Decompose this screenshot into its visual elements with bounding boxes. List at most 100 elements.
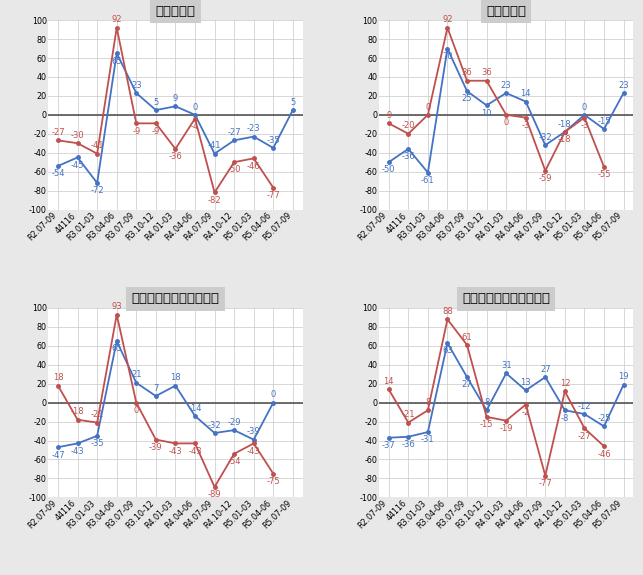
Text: 23: 23 — [619, 81, 629, 90]
Text: -77: -77 — [266, 191, 280, 200]
Text: 14: 14 — [383, 377, 394, 386]
Text: 18: 18 — [170, 373, 181, 382]
Text: 65: 65 — [111, 56, 122, 66]
Text: 13: 13 — [520, 378, 531, 387]
Text: -21: -21 — [91, 410, 104, 419]
Text: 31: 31 — [501, 361, 511, 370]
Text: -27: -27 — [51, 128, 65, 137]
Text: -4: -4 — [191, 122, 199, 131]
Text: 12: 12 — [559, 379, 570, 388]
Text: -75: -75 — [266, 477, 280, 486]
Text: 23: 23 — [501, 81, 511, 90]
Title: 総受注金額: 総受注金額 — [486, 5, 526, 18]
Text: -54: -54 — [228, 457, 241, 466]
Text: -39: -39 — [247, 427, 260, 436]
Text: -46: -46 — [247, 162, 260, 171]
Text: -20: -20 — [402, 121, 415, 131]
Text: -29: -29 — [228, 418, 241, 427]
Text: -35: -35 — [90, 439, 104, 448]
Text: 7: 7 — [153, 384, 159, 393]
Text: -30: -30 — [71, 131, 84, 140]
Text: -36: -36 — [401, 152, 415, 161]
Text: 88: 88 — [442, 307, 453, 316]
Text: 5: 5 — [153, 98, 158, 107]
Text: 70: 70 — [442, 52, 453, 61]
Text: -47: -47 — [51, 450, 65, 459]
Text: -59: -59 — [539, 174, 552, 183]
Text: -72: -72 — [90, 186, 104, 196]
Text: -18: -18 — [558, 120, 572, 129]
Text: -35: -35 — [266, 136, 280, 145]
Text: -31: -31 — [421, 435, 435, 444]
Text: -15: -15 — [597, 117, 611, 126]
Text: -27: -27 — [577, 432, 592, 440]
Text: -37: -37 — [382, 441, 395, 450]
Text: -19: -19 — [500, 424, 513, 433]
Text: 63: 63 — [442, 346, 453, 355]
Text: -46: -46 — [597, 450, 611, 458]
Text: 19: 19 — [619, 373, 629, 381]
Title: 総受注戸数: 総受注戸数 — [156, 5, 195, 18]
Text: 0: 0 — [192, 102, 197, 112]
Text: 10: 10 — [482, 109, 492, 118]
Text: 9: 9 — [173, 94, 178, 103]
Text: 0: 0 — [134, 406, 139, 415]
Text: 0: 0 — [503, 118, 509, 127]
Text: -23: -23 — [247, 124, 260, 133]
Text: -43: -43 — [247, 447, 260, 456]
Text: -2: -2 — [521, 408, 530, 417]
Text: 61: 61 — [462, 332, 473, 342]
Text: 18: 18 — [53, 373, 63, 382]
Text: -41: -41 — [91, 141, 104, 150]
Text: -9: -9 — [152, 126, 160, 136]
Text: 65: 65 — [111, 344, 122, 354]
Text: 0: 0 — [271, 390, 276, 400]
Text: -36: -36 — [168, 152, 183, 161]
Text: 27: 27 — [462, 381, 473, 389]
Text: -50: -50 — [382, 166, 395, 174]
Text: -77: -77 — [538, 479, 552, 488]
Text: -61: -61 — [421, 176, 435, 185]
Text: -43: -43 — [168, 447, 182, 456]
Text: -9: -9 — [132, 126, 140, 136]
Text: -39: -39 — [149, 443, 163, 452]
Text: 92: 92 — [111, 16, 122, 24]
Text: -27: -27 — [228, 128, 241, 137]
Text: 27: 27 — [540, 365, 550, 374]
Text: -45: -45 — [71, 161, 84, 170]
Text: -21: -21 — [402, 410, 415, 419]
Text: -3: -3 — [580, 121, 588, 130]
Text: 0: 0 — [425, 102, 431, 112]
Text: -32: -32 — [208, 421, 221, 430]
Text: 21: 21 — [131, 370, 141, 380]
Text: 93: 93 — [111, 302, 122, 311]
Text: -3: -3 — [521, 121, 530, 130]
Text: -89: -89 — [208, 490, 221, 499]
Text: -9: -9 — [385, 111, 393, 120]
Title: 戸建て注文住宅受注金額: 戸建て注文住宅受注金額 — [462, 293, 550, 305]
Text: 23: 23 — [131, 81, 141, 90]
Text: -8: -8 — [561, 413, 569, 423]
Text: -32: -32 — [538, 133, 552, 142]
Text: 0: 0 — [582, 102, 587, 112]
Text: -12: -12 — [577, 402, 591, 411]
Text: -18: -18 — [558, 135, 572, 144]
Title: 戸建て注文住宅受注戸数: 戸建て注文住宅受注戸数 — [131, 293, 219, 305]
Text: 5: 5 — [290, 98, 296, 107]
Text: -8: -8 — [482, 398, 491, 407]
Text: -15: -15 — [480, 420, 493, 429]
Text: -18: -18 — [71, 408, 84, 416]
Text: 25: 25 — [462, 94, 472, 103]
Text: -41: -41 — [208, 141, 221, 150]
Text: -82: -82 — [208, 196, 221, 205]
Text: 36: 36 — [462, 68, 473, 78]
Text: -43: -43 — [188, 447, 202, 456]
Text: 14: 14 — [520, 89, 531, 98]
Text: -54: -54 — [51, 169, 65, 178]
Text: -50: -50 — [228, 166, 241, 174]
Text: -36: -36 — [401, 440, 415, 449]
Text: -55: -55 — [597, 170, 611, 179]
Text: 36: 36 — [481, 68, 492, 78]
Text: -14: -14 — [188, 404, 202, 413]
Text: -8: -8 — [424, 398, 432, 407]
